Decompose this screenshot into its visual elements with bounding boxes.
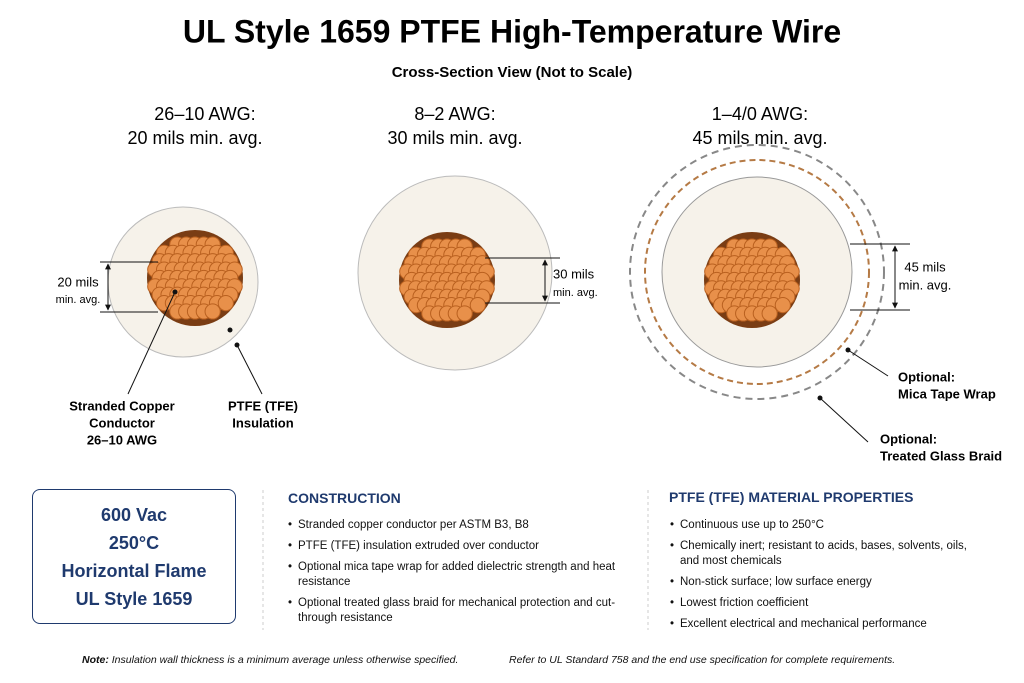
dot bbox=[234, 342, 240, 348]
dot bbox=[172, 289, 178, 295]
rating: 250°C bbox=[108, 532, 160, 553]
dim-label: min. avg. bbox=[56, 294, 101, 306]
callout: 26–10 AWG bbox=[87, 432, 157, 447]
list-item: Excellent electrical and mechanical perf… bbox=[670, 617, 980, 632]
list-item: Continuous use up to 250°C bbox=[670, 518, 980, 533]
list-item: Non-stick surface; low surface energy bbox=[670, 575, 980, 590]
strands bbox=[147, 236, 800, 322]
callout: Optional: bbox=[898, 369, 955, 384]
strand bbox=[204, 303, 221, 320]
note-label: Note: bbox=[82, 654, 109, 666]
list-item: PTFE (TFE) insulation extruded over cond… bbox=[288, 539, 618, 554]
title: UL Style 1659 PTFE High-Temperature Wire bbox=[183, 13, 841, 49]
heading: 20 mils min. avg. bbox=[127, 128, 262, 148]
strand bbox=[456, 305, 473, 322]
note-text: Insulation wall thickness is a minimum a… bbox=[111, 654, 459, 666]
dim-label: 45 mils bbox=[904, 259, 946, 274]
list-item: Chemically inert; resistant to acids, ba… bbox=[670, 539, 980, 569]
dim-label: min. avg. bbox=[553, 287, 598, 299]
list-item: Optional mica tape wrap for added dielec… bbox=[288, 560, 618, 590]
list: Stranded copper conductor per ASTM B3, B… bbox=[288, 518, 618, 632]
ratings-box: 600 Vac 250°C Horizontal Flame UL Style … bbox=[32, 489, 236, 624]
glass-braid bbox=[629, 144, 885, 400]
heading: 26–10 AWG: bbox=[154, 104, 255, 124]
heading: 45 mils min. avg. bbox=[692, 128, 827, 148]
callout: Stranded Copper bbox=[69, 398, 174, 413]
leader bbox=[236, 344, 263, 395]
strand bbox=[774, 296, 791, 314]
leader bbox=[819, 397, 869, 443]
callout: Optional: bbox=[880, 431, 937, 446]
callout: Insulation bbox=[232, 415, 293, 430]
callout: Conductor bbox=[89, 415, 155, 430]
note: Note: Insulation wall thickness is a min… bbox=[82, 654, 458, 666]
dim-label: min. avg. bbox=[899, 277, 952, 292]
list-item: Stranded copper conductor per ASTM B3, B… bbox=[288, 518, 618, 533]
callout: Treated Glass Braid bbox=[880, 448, 1002, 463]
subtitle: Cross-Section View (Not to Scale) bbox=[392, 64, 633, 81]
dot bbox=[817, 395, 823, 401]
leader bbox=[127, 291, 176, 395]
heading: 1–4/0 AWG: bbox=[712, 104, 808, 124]
strand bbox=[761, 305, 778, 322]
heading: 30 mils min. avg. bbox=[387, 128, 522, 148]
dim-label: 30 mils bbox=[553, 266, 595, 281]
rating: 600 Vac bbox=[100, 504, 168, 525]
note-reference: Refer to UL Standard 758 and the end use… bbox=[509, 654, 896, 666]
section-title: PTFE (TFE) MATERIAL PROPERTIES bbox=[669, 489, 914, 505]
list-item: Lowest friction coefficient bbox=[670, 596, 980, 611]
list-item: Optional treated glass braid for mechani… bbox=[288, 596, 618, 626]
dot bbox=[227, 327, 233, 333]
dot bbox=[845, 347, 851, 353]
dim-label: 20 mils bbox=[57, 274, 99, 289]
heading: 8–2 AWG: bbox=[414, 104, 495, 124]
rating: UL Style 1659 bbox=[75, 588, 193, 609]
callout: Mica Tape Wrap bbox=[898, 386, 996, 401]
section-title: CONSTRUCTION bbox=[288, 490, 401, 506]
rating: Horizontal Flame bbox=[61, 560, 207, 581]
mica-tape bbox=[644, 159, 870, 385]
callout: PTFE (TFE) bbox=[228, 398, 298, 413]
list: Continuous use up to 250°C Chemically in… bbox=[670, 518, 980, 638]
strand bbox=[217, 294, 234, 312]
strand bbox=[469, 296, 486, 314]
leader bbox=[847, 349, 889, 377]
